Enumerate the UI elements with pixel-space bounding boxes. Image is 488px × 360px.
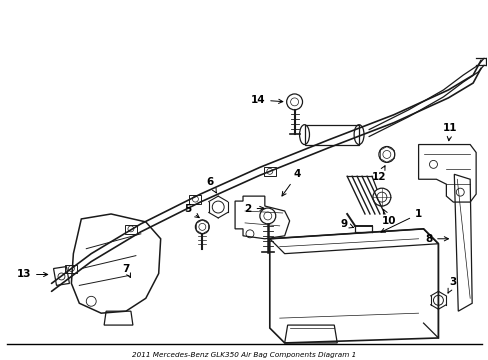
Text: 2011 Mercedes-Benz GLK350 Air Bag Components Diagram 1: 2011 Mercedes-Benz GLK350 Air Bag Compon… — [132, 352, 355, 358]
Bar — [189, 195, 201, 204]
Text: 5: 5 — [183, 204, 199, 218]
Bar — [264, 167, 275, 176]
Text: 1: 1 — [380, 209, 421, 232]
Text: 12: 12 — [371, 166, 386, 182]
Bar — [65, 265, 77, 274]
Text: 14: 14 — [250, 95, 282, 105]
Text: 6: 6 — [206, 177, 216, 193]
Text: 9: 9 — [340, 219, 353, 229]
Text: 3: 3 — [447, 278, 456, 293]
Text: 10: 10 — [381, 210, 395, 226]
Text: 4: 4 — [282, 169, 301, 196]
Text: 13: 13 — [17, 270, 48, 279]
Bar — [125, 225, 137, 234]
Text: 2: 2 — [244, 204, 264, 214]
Bar — [304, 125, 358, 144]
Text: 11: 11 — [442, 123, 457, 141]
Text: 8: 8 — [424, 234, 447, 244]
Text: 7: 7 — [122, 264, 130, 278]
